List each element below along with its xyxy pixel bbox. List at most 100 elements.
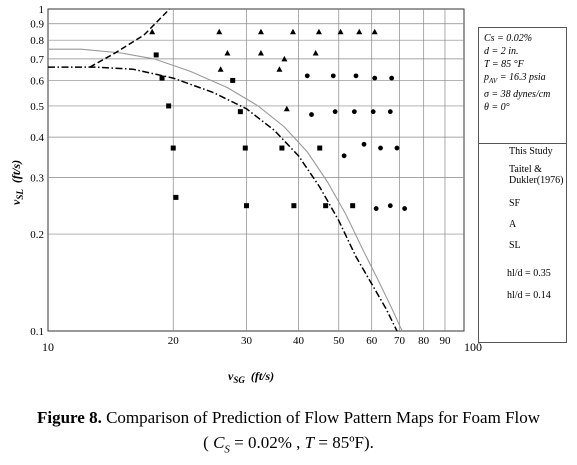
- a-point: [309, 112, 314, 117]
- a-point: [351, 109, 357, 115]
- caption-cs-symbol: C: [213, 433, 225, 452]
- sl-point: [337, 28, 344, 35]
- x-axis-sub: SG: [233, 375, 245, 385]
- curve-taitel-dukler-1976-: [48, 66, 398, 332]
- plot-area: [47, 8, 465, 332]
- curve-this-study: [48, 48, 403, 332]
- a-point: [387, 203, 393, 209]
- caption-sep: ,: [291, 433, 305, 452]
- a-point: [378, 145, 383, 151]
- condition-item: d = 2 in.: [484, 45, 561, 58]
- sf-point: [279, 145, 285, 151]
- sl-point: [281, 55, 288, 62]
- x-tick-label: 20: [168, 335, 180, 347]
- y-tick-label: 0.9: [30, 19, 44, 31]
- flow-pattern-chart: 10 20 30 40 50 60 70 80 90 100 0.1 0.2 0.3 0.4 0.5 0.6…: [9, 4, 502, 385]
- legend-hl014-label: hl/d = 0.14: [507, 290, 551, 301]
- a-point: [394, 145, 400, 151]
- sf-point: [243, 203, 249, 209]
- condition-item: σ = 38 dynes/cm: [484, 88, 561, 101]
- caption-cs-sub: S: [224, 443, 230, 456]
- sl-point: [356, 28, 363, 35]
- legend-taitel-label: Taitel & Dukler(1976): [509, 164, 564, 186]
- y-tick-label: 0.4: [30, 132, 44, 144]
- y-axis-unit: (ft/s): [9, 160, 23, 183]
- caption-open: (: [203, 433, 214, 452]
- condition-text: T = 85 °F: [484, 59, 524, 70]
- legend: This Study Taitel & Dukler(1976) SF A SL…: [478, 143, 567, 343]
- a-point: [372, 75, 378, 81]
- sf-point: [173, 194, 179, 200]
- y-tick-label: 0.6: [30, 75, 44, 87]
- legend-sl-label: SL: [509, 240, 521, 251]
- condition-value: = 16.3 psia: [497, 72, 546, 83]
- sl-point: [257, 50, 264, 56]
- curves: [48, 8, 403, 332]
- legend-hl035-label: hl/d = 0.35: [507, 268, 551, 279]
- sl-point: [289, 28, 296, 35]
- a-point: [387, 109, 393, 115]
- sl-point: [257, 28, 264, 35]
- conditions-list: Cs = 0.02% d = 2 in. T = 85 °F pAV = 16.3 p…: [484, 32, 561, 114]
- a-point: [402, 206, 408, 211]
- sl-point: [312, 50, 319, 56]
- sl-point: [283, 105, 290, 112]
- a-point: [389, 75, 395, 81]
- x-tick-labels: 10 20 30 40 50 60 70 80 90 100: [42, 335, 482, 354]
- sf-point: [237, 109, 243, 115]
- sl-point: [371, 28, 378, 35]
- x-axis-main: v: [228, 369, 234, 383]
- condition-text: θ = 0°: [484, 102, 510, 113]
- y-tick-label: 0.2: [30, 229, 44, 241]
- x-axis-unit: (ft/s): [251, 369, 274, 383]
- x-axis-label: vSG (ft/s): [228, 369, 274, 385]
- legend-this-study-label: This Study: [509, 146, 553, 157]
- sf-point: [323, 203, 329, 209]
- y-tick-label: 1: [39, 4, 45, 16]
- y-axis-main: v: [9, 199, 23, 205]
- a-point: [330, 73, 336, 79]
- condition-text: Cs = 0.02%: [484, 33, 533, 44]
- grid-lines: [48, 9, 464, 331]
- y-axis-sub: SL: [15, 189, 25, 200]
- sl-point: [217, 66, 224, 72]
- condition-item: θ = 0°: [484, 101, 561, 114]
- sf-point: [350, 203, 356, 209]
- sl-point: [216, 28, 223, 35]
- condition-text: d = 2 in.: [484, 46, 519, 57]
- x-tick-label: 50: [333, 335, 345, 347]
- x-tick-label: 100: [464, 340, 482, 354]
- a-point: [304, 73, 310, 79]
- sf-point: [291, 203, 297, 209]
- y-tick-labels: 0.1 0.2 0.3 0.4 0.5 0.6 0.7 0.8 0.9 1: [30, 4, 44, 338]
- sl-point: [276, 66, 283, 72]
- a-point: [332, 109, 338, 115]
- y-tick-label: 0.1: [30, 326, 44, 338]
- figure-label: Figure 8.: [36, 408, 102, 427]
- condition-item: pAV = 16.3 psia: [484, 71, 561, 88]
- x-tick-label: 70: [394, 335, 406, 347]
- sl-point: [224, 50, 231, 56]
- sf-point: [230, 77, 236, 83]
- x-tick-label: 10: [42, 340, 54, 354]
- x-tick-label: 60: [366, 335, 378, 347]
- caption-cs-value: = 0.02%: [229, 433, 292, 452]
- y-tick-label: 0.8: [30, 35, 44, 47]
- a-point: [341, 153, 347, 159]
- sf-point: [153, 52, 159, 58]
- sf-point: [170, 145, 176, 151]
- condition-sub: AV: [489, 77, 498, 85]
- sf-point: [317, 145, 323, 151]
- condition-text: σ = 38 dynes/cm: [484, 89, 551, 100]
- a-point: [373, 206, 379, 211]
- x-tick-label: 90: [439, 335, 451, 347]
- x-tick-label: 40: [293, 335, 305, 347]
- a-point: [353, 73, 359, 79]
- x-tick-label: 80: [418, 335, 430, 347]
- sl-point: [315, 28, 322, 35]
- caption-t-value: = 85ºF).: [314, 433, 374, 452]
- conditions-box: Cs = 0.02% d = 2 in. T = 85 °F pAV = 16.3 p…: [478, 27, 567, 145]
- a-point: [361, 141, 367, 147]
- a-point: [370, 109, 376, 115]
- y-axis-label: vSL (ft/s): [9, 160, 25, 205]
